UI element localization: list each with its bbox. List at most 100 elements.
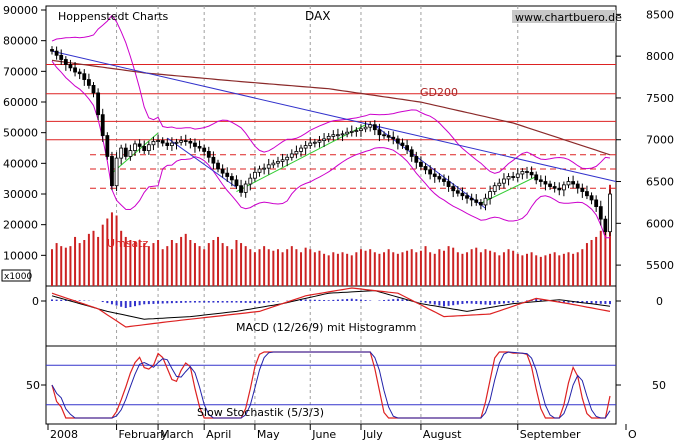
candle-body [280,159,285,162]
candle-body [289,153,294,158]
volume-tick-label: 20000 [3,219,38,232]
stoch-clip [46,351,616,419]
candle-body [229,176,234,181]
candle-body [257,168,262,173]
candle-body [91,85,96,94]
candle-body [96,92,101,116]
candle-body [377,129,382,136]
candle-body [128,150,133,157]
x-tick-label: March [160,428,194,440]
macd-lines [51,287,611,328]
macd-tick-label: 0 [656,295,663,308]
candle-body [442,178,446,182]
candle-body [253,171,257,179]
candle-body [340,133,345,136]
stoch-label: Slow Stochastik (5/3/3) [197,406,324,419]
candle-body [322,138,326,141]
candle-body [594,199,599,207]
candle-body [566,181,571,186]
candle-body [414,156,419,163]
x-tick-label: O [628,428,637,440]
candle-body [386,135,391,138]
website-badge [512,10,616,23]
candle-body [266,164,271,169]
macd-signal-line [51,290,611,320]
candle-body [216,162,220,170]
candle-body [119,147,124,159]
candle-body [220,168,225,174]
candle-body [239,185,243,193]
candle-body [511,176,516,178]
candle-body [123,147,128,157]
unit-box [1,269,31,282]
candle-body [331,134,336,137]
candle-body [110,156,114,187]
volume-tick-label: 60000 [3,96,38,109]
candle-body [580,187,585,192]
candle-body [432,173,437,177]
candle-body [211,156,216,164]
volume-tick-label: 10000 [3,249,38,262]
candle-body [575,183,580,189]
long-downtrend-line [51,50,617,183]
candle-body [77,71,82,75]
candle-body [54,50,59,56]
candle-body [59,54,64,60]
candle-body [151,141,156,146]
x-tick-label: July [362,428,383,440]
x-tick-label: May [257,428,280,440]
candle-body [368,124,373,128]
candle-body [502,178,506,184]
candle-body [188,141,193,144]
candle-body [82,73,87,80]
macd-panel-frame [45,285,617,347]
candle-body [299,147,303,152]
candle-body [529,171,534,176]
candle-body [419,161,423,167]
x-tick-label: August [423,428,462,440]
candle-body [248,177,253,185]
candle-body [525,171,529,173]
candle-body [534,174,539,181]
candle-body [202,147,207,152]
price-tick-label: 8500 [646,8,674,21]
candle-body [469,197,474,201]
candle-body [363,126,368,130]
candle-body [262,167,267,170]
candle-body [603,218,608,233]
stoch-tick-label: 50 [652,379,666,392]
candle-body [68,64,73,69]
candle-body [170,142,174,146]
candle-body [50,49,54,52]
candle-body [345,131,350,135]
candle-body [308,142,313,146]
price-tick-label: 5500 [646,259,674,272]
candle-body [598,206,603,220]
candle-body [608,193,612,233]
candle-body [174,141,179,144]
candlesticks [50,46,612,237]
candle-body [497,182,502,187]
candle-body [543,181,548,185]
candle-body [156,140,160,142]
lower-band [51,60,610,239]
price-tick-label: 7500 [646,92,674,105]
candle-body [146,144,151,151]
publisher-label: Hoppenstedt Charts [58,10,169,23]
candle-body [589,195,594,201]
candle-body [137,143,142,147]
candle-body [317,140,322,143]
candle-body [326,135,331,140]
candle-body [446,181,451,187]
candle-body [133,143,137,151]
candle-body [179,140,184,143]
volume-tick-label: 30000 [3,188,38,201]
stoch-d-line [51,351,611,419]
bands-clip [51,14,611,239]
x-tick-label: September [520,428,581,440]
volume-label: Umsatz [107,237,149,250]
uptrend-line [236,124,366,192]
candle-body [557,187,562,191]
macd-line [51,287,611,328]
